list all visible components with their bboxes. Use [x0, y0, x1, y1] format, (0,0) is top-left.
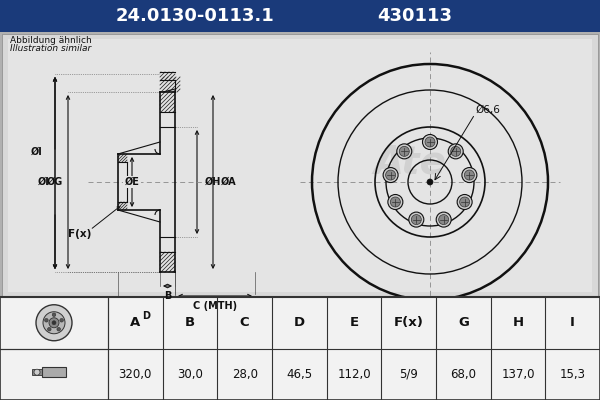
Circle shape — [460, 197, 470, 207]
Text: 28,0: 28,0 — [232, 368, 257, 381]
Text: ØA: ØA — [221, 177, 236, 187]
Circle shape — [425, 137, 435, 147]
Text: 112,0: 112,0 — [337, 368, 371, 381]
Circle shape — [439, 214, 449, 224]
Text: Illustration similar: Illustration similar — [10, 44, 91, 53]
Circle shape — [391, 197, 400, 207]
Circle shape — [60, 318, 64, 322]
Text: E: E — [349, 316, 359, 329]
Circle shape — [462, 168, 477, 182]
Circle shape — [427, 179, 433, 185]
Text: H: H — [512, 316, 524, 329]
Text: 30,0: 30,0 — [177, 368, 203, 381]
Text: I: I — [570, 316, 575, 329]
Circle shape — [49, 318, 59, 328]
Text: ØI: ØI — [38, 177, 50, 187]
Circle shape — [36, 305, 72, 341]
Circle shape — [386, 170, 395, 180]
Text: F(x): F(x) — [68, 229, 91, 239]
Text: Ø6,6: Ø6,6 — [475, 105, 500, 115]
Circle shape — [464, 170, 475, 180]
Circle shape — [397, 144, 412, 159]
Circle shape — [44, 318, 48, 322]
Text: C: C — [240, 316, 250, 329]
Circle shape — [52, 313, 56, 316]
Text: 15,3: 15,3 — [560, 368, 586, 381]
Circle shape — [399, 146, 409, 156]
Text: 137,0: 137,0 — [501, 368, 535, 381]
Circle shape — [409, 212, 424, 227]
Circle shape — [388, 194, 403, 210]
Text: Abbildung ähnlich: Abbildung ähnlich — [10, 36, 92, 45]
Text: C (MTH): C (MTH) — [193, 301, 237, 311]
Text: G: G — [458, 316, 469, 329]
FancyBboxPatch shape — [8, 39, 592, 292]
Text: D: D — [294, 316, 305, 329]
Text: 5/9: 5/9 — [399, 368, 418, 381]
FancyBboxPatch shape — [32, 369, 42, 375]
Circle shape — [412, 214, 421, 224]
Circle shape — [383, 168, 398, 182]
Text: ØG: ØG — [47, 177, 63, 187]
Text: 320,0: 320,0 — [119, 368, 152, 381]
Circle shape — [52, 321, 56, 325]
Text: 24.0130-0113.1: 24.0130-0113.1 — [116, 7, 274, 25]
Circle shape — [436, 212, 451, 227]
Text: 46,5: 46,5 — [286, 368, 313, 381]
Text: 68,0: 68,0 — [451, 368, 476, 381]
Circle shape — [422, 134, 437, 150]
Circle shape — [47, 328, 51, 331]
Circle shape — [457, 194, 472, 210]
Text: D: D — [143, 311, 151, 321]
Text: ØE: ØE — [125, 177, 139, 187]
FancyBboxPatch shape — [2, 34, 598, 297]
Text: B: B — [185, 316, 195, 329]
Circle shape — [448, 144, 463, 159]
FancyBboxPatch shape — [0, 297, 600, 400]
Circle shape — [57, 328, 61, 331]
Text: ØI: ØI — [31, 147, 43, 157]
Text: ØH: ØH — [205, 177, 221, 187]
Text: B: B — [164, 291, 171, 301]
Circle shape — [451, 146, 461, 156]
FancyBboxPatch shape — [0, 0, 600, 32]
Circle shape — [43, 312, 65, 334]
Text: F(x): F(x) — [394, 316, 424, 329]
Text: A: A — [130, 316, 140, 329]
FancyBboxPatch shape — [42, 367, 66, 377]
Text: 430113: 430113 — [377, 7, 452, 25]
Text: Ate: Ate — [373, 143, 446, 181]
Circle shape — [34, 369, 40, 375]
